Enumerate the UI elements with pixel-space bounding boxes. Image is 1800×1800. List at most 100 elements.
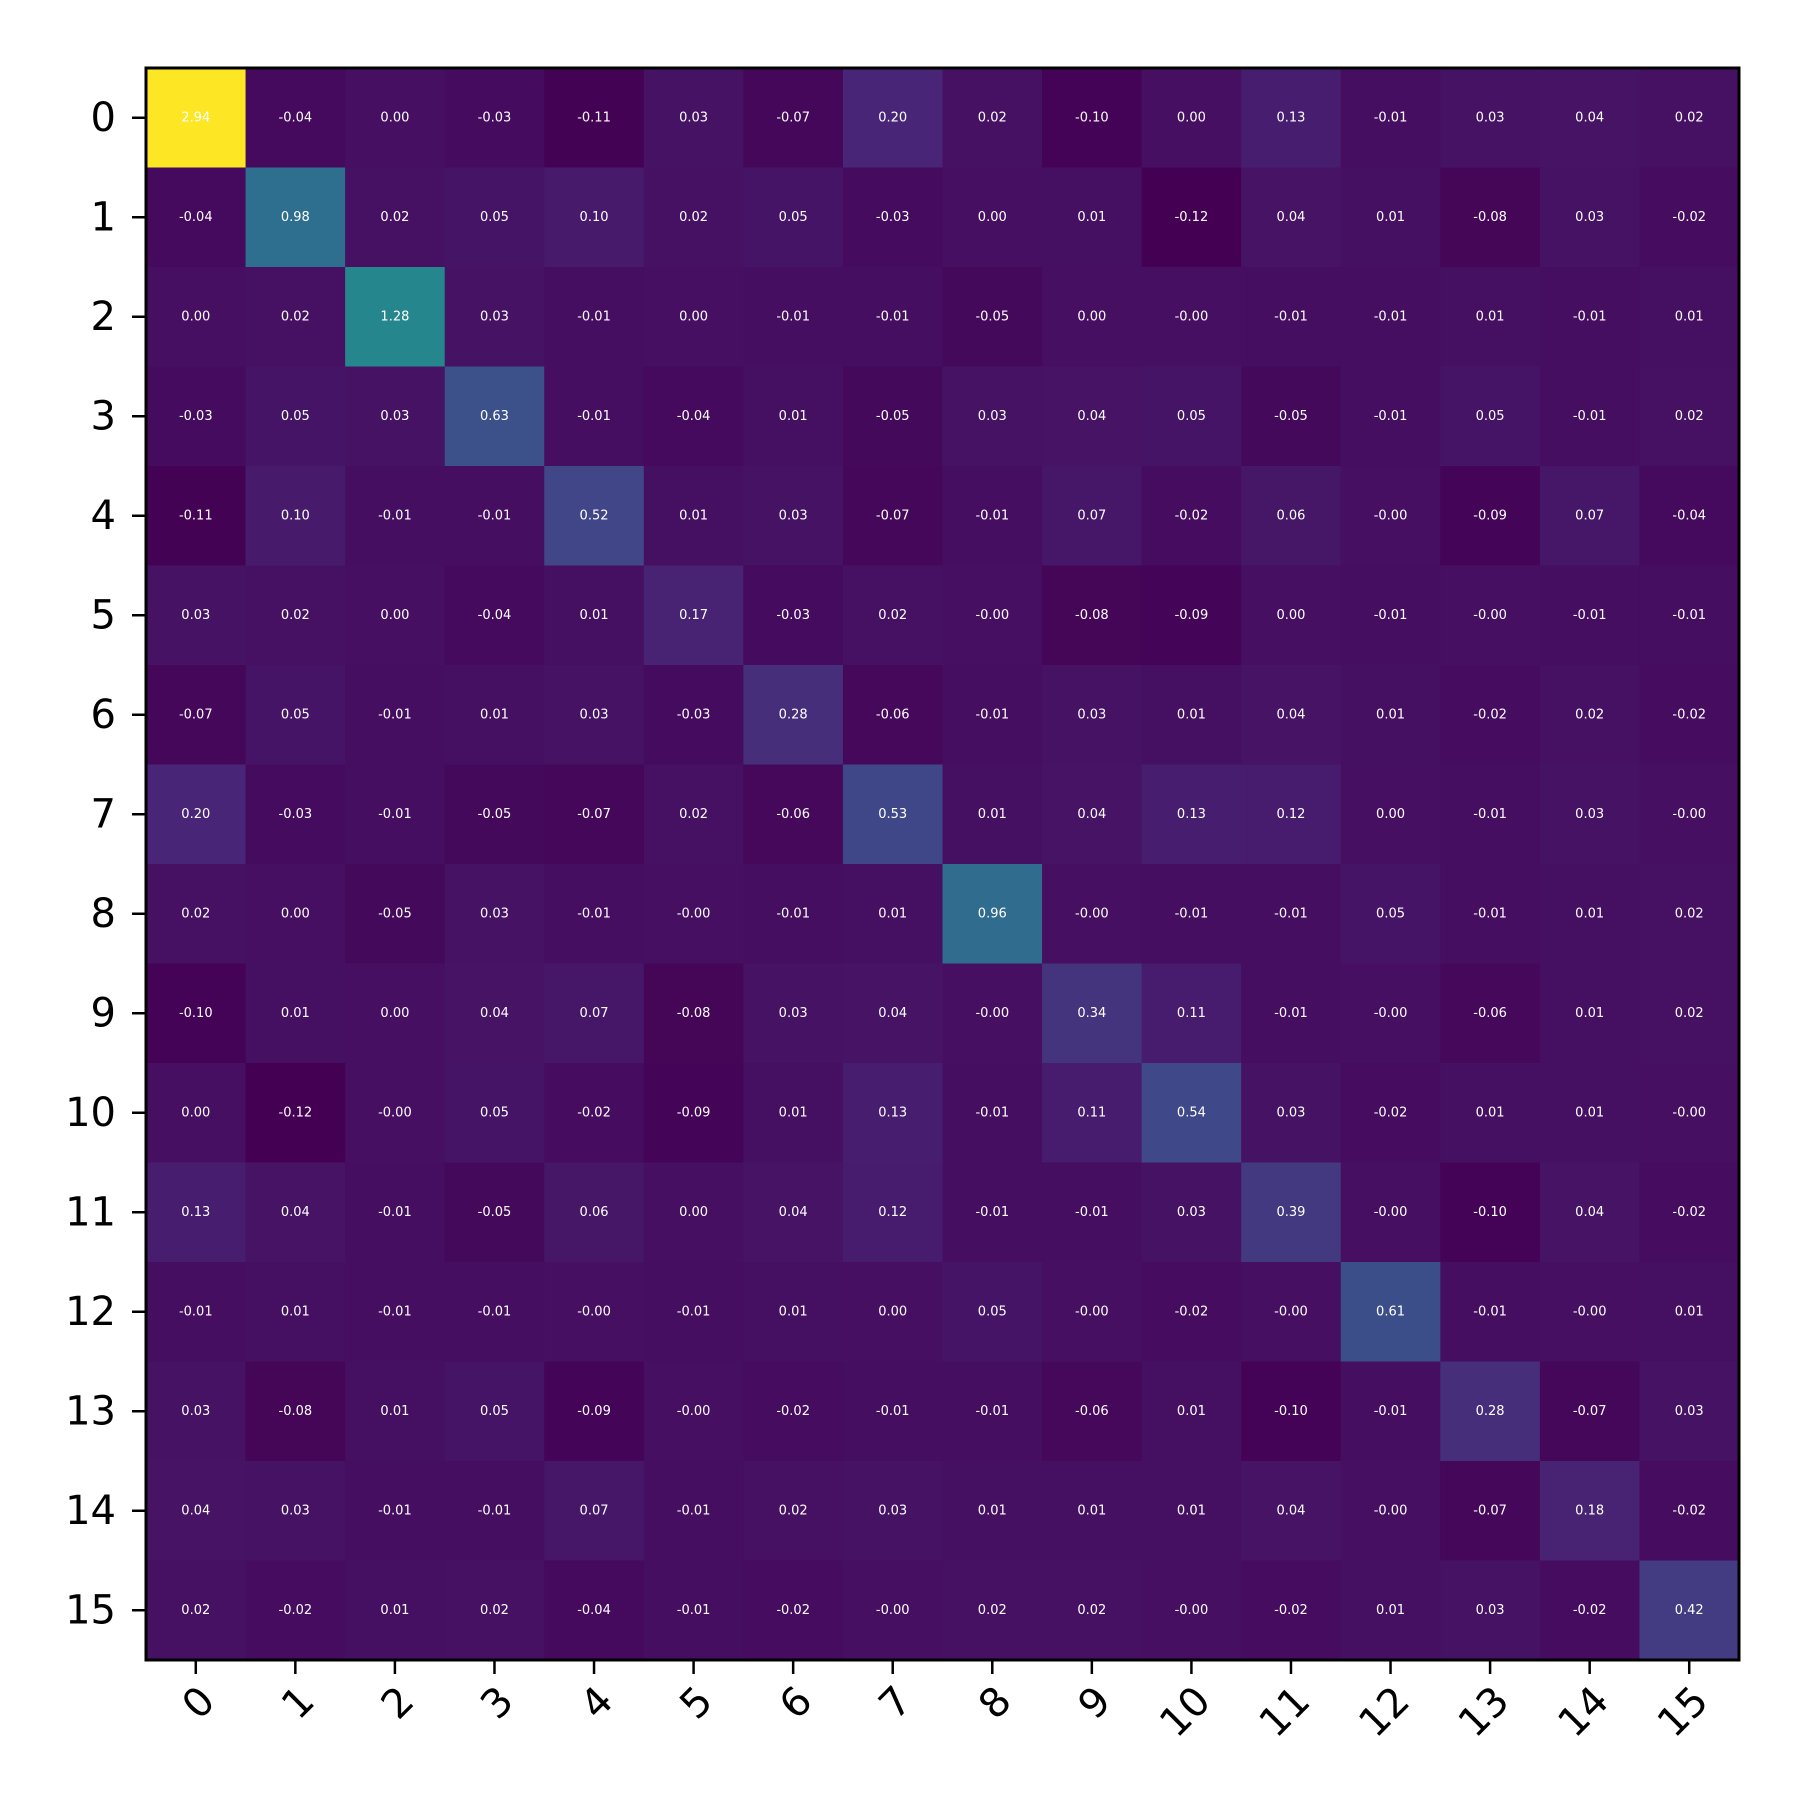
y-tick-label: 9: [91, 990, 116, 1036]
cell-value-label: 0.07: [580, 1503, 609, 1518]
heatmap-cell-12-13: [1440, 1262, 1541, 1362]
heatmap-cell-14-7: [842, 1461, 943, 1561]
cell-value-label: -0.02: [776, 1603, 810, 1618]
cell-value-label: 0.07: [580, 1006, 609, 1021]
heatmap-cell-10-7: [842, 1063, 943, 1163]
heatmap-cell-6-11: [1241, 665, 1342, 765]
cell-value-label: -0.01: [1274, 309, 1308, 324]
heatmap-cell-14-9: [1042, 1461, 1143, 1561]
heatmap-cell-15-14: [1539, 1560, 1640, 1661]
cell-value-label: 0.04: [1077, 807, 1106, 822]
heatmap-cell-1-12: [1340, 167, 1441, 268]
cell-value-label: -0.04: [1672, 508, 1706, 523]
x-tick-label: 15: [1649, 1678, 1718, 1747]
heatmap-cell-4-0: [146, 466, 247, 566]
heatmap-cell-9-1: [245, 963, 346, 1064]
heatmap-cell-15-15: [1639, 1560, 1740, 1661]
heatmap-cell-0-13: [1440, 68, 1541, 168]
x-tick-label: 13: [1450, 1678, 1519, 1747]
heatmap-cell-7-5: [643, 764, 744, 865]
cell-value-label: 0.42: [1675, 1603, 1704, 1618]
heatmap-cell-1-6: [743, 167, 844, 268]
heatmap-cell-12-7: [842, 1262, 943, 1362]
heatmap-cell-13-6: [743, 1361, 844, 1462]
cell-value-label: -0.01: [378, 1205, 412, 1220]
heatmap-cell-10-15: [1639, 1063, 1740, 1163]
cell-value-label: -0.08: [1075, 608, 1109, 623]
cell-value-label: 0.03: [181, 608, 210, 623]
heatmap-cell-12-8: [942, 1262, 1043, 1362]
cell-value-label: 0.01: [1376, 707, 1405, 722]
heatmap-cell-1-1: [245, 167, 346, 268]
heatmap-cell-4-8: [942, 466, 1043, 566]
cell-value-label: 0.02: [181, 1603, 210, 1618]
cell-value-label: -0.07: [876, 508, 910, 523]
heatmap-cell-2-3: [444, 267, 545, 367]
cell-value-label: -0.01: [378, 807, 412, 822]
x-tick-label: 5: [671, 1678, 722, 1729]
cell-value-label: -0.01: [1672, 608, 1706, 623]
heatmap-cell-11-11: [1241, 1162, 1342, 1263]
heatmap-cell-5-15: [1639, 565, 1740, 666]
cell-value-label: -0.10: [1274, 1404, 1308, 1419]
cell-value-label: -0.01: [378, 1503, 412, 1518]
heatmap-cell-7-15: [1639, 764, 1740, 865]
cell-value-label: 0.10: [580, 210, 609, 225]
heatmap-cell-14-2: [345, 1461, 446, 1561]
cell-value-label: -0.00: [1175, 1603, 1209, 1618]
cell-value-label: -0.10: [1473, 1205, 1507, 1220]
cell-value-label: -0.01: [1573, 608, 1607, 623]
heatmap-cell-5-5: [643, 565, 744, 666]
cell-value-label: 0.04: [878, 1006, 907, 1021]
cell-value-label: -0.00: [677, 906, 711, 921]
heatmap-cell-10-0: [146, 1063, 247, 1163]
x-tick-label: 8: [970, 1678, 1021, 1729]
cell-value-label: -0.09: [1473, 508, 1507, 523]
heatmap-cell-11-2: [345, 1162, 446, 1263]
cell-value-label: 0.53: [878, 807, 907, 822]
cell-value-label: -0.01: [378, 1304, 412, 1319]
heatmap-cell-12-12: [1340, 1262, 1441, 1362]
heatmap-cell-0-2: [345, 68, 446, 168]
cell-value-label: -0.01: [876, 1404, 910, 1419]
cell-value-label: 0.01: [978, 1503, 1007, 1518]
cell-value-label: 0.18: [1575, 1503, 1604, 1518]
cell-value-label: 0.04: [1077, 409, 1106, 424]
heatmap-cell-9-9: [1042, 963, 1143, 1064]
heatmap-cell-2-0: [146, 267, 247, 367]
heatmap-cell-1-0: [146, 167, 247, 268]
heatmap-cell-8-11: [1241, 864, 1342, 964]
cell-value-label: -0.01: [378, 508, 412, 523]
heatmap-cell-1-15: [1639, 167, 1740, 268]
heatmap-cell-14-4: [544, 1461, 645, 1561]
heatmap-cell-13-14: [1539, 1361, 1640, 1462]
cell-value-label: -0.01: [1573, 409, 1607, 424]
heatmap-cell-6-15: [1639, 665, 1740, 765]
heatmap-cell-11-7: [842, 1162, 943, 1263]
heatmap-cell-8-3: [444, 864, 545, 964]
cell-value-label: -0.01: [1374, 110, 1408, 125]
cell-value-label: -0.12: [279, 1105, 313, 1120]
heatmap-cell-14-1: [245, 1461, 346, 1561]
heatmap-cell-14-0: [146, 1461, 247, 1561]
heatmap-cell-0-14: [1539, 68, 1640, 168]
cell-value-label: -0.07: [577, 807, 611, 822]
cell-value-label: 0.00: [380, 608, 409, 623]
x-tick-label: 10: [1151, 1678, 1220, 1747]
cell-value-label: 0.04: [1276, 1503, 1305, 1518]
cell-value-label: 0.11: [1077, 1105, 1106, 1120]
heatmap-cell-9-8: [942, 963, 1043, 1064]
heatmap-cell-4-4: [544, 466, 645, 566]
heatmap-cell-11-15: [1639, 1162, 1740, 1263]
heatmap-cell-0-5: [643, 68, 744, 168]
heatmap-cell-9-7: [842, 963, 943, 1064]
heatmap-cell-4-1: [245, 466, 346, 566]
heatmap-cell-4-3: [444, 466, 545, 566]
cell-value-label: -0.05: [975, 309, 1009, 324]
heatmap-cell-12-5: [643, 1262, 744, 1362]
cell-value-label: 0.05: [480, 1105, 509, 1120]
cell-value-label: 0.00: [1276, 608, 1305, 623]
cell-value-label: 0.04: [181, 1503, 210, 1518]
cell-value-label: -0.07: [179, 707, 213, 722]
